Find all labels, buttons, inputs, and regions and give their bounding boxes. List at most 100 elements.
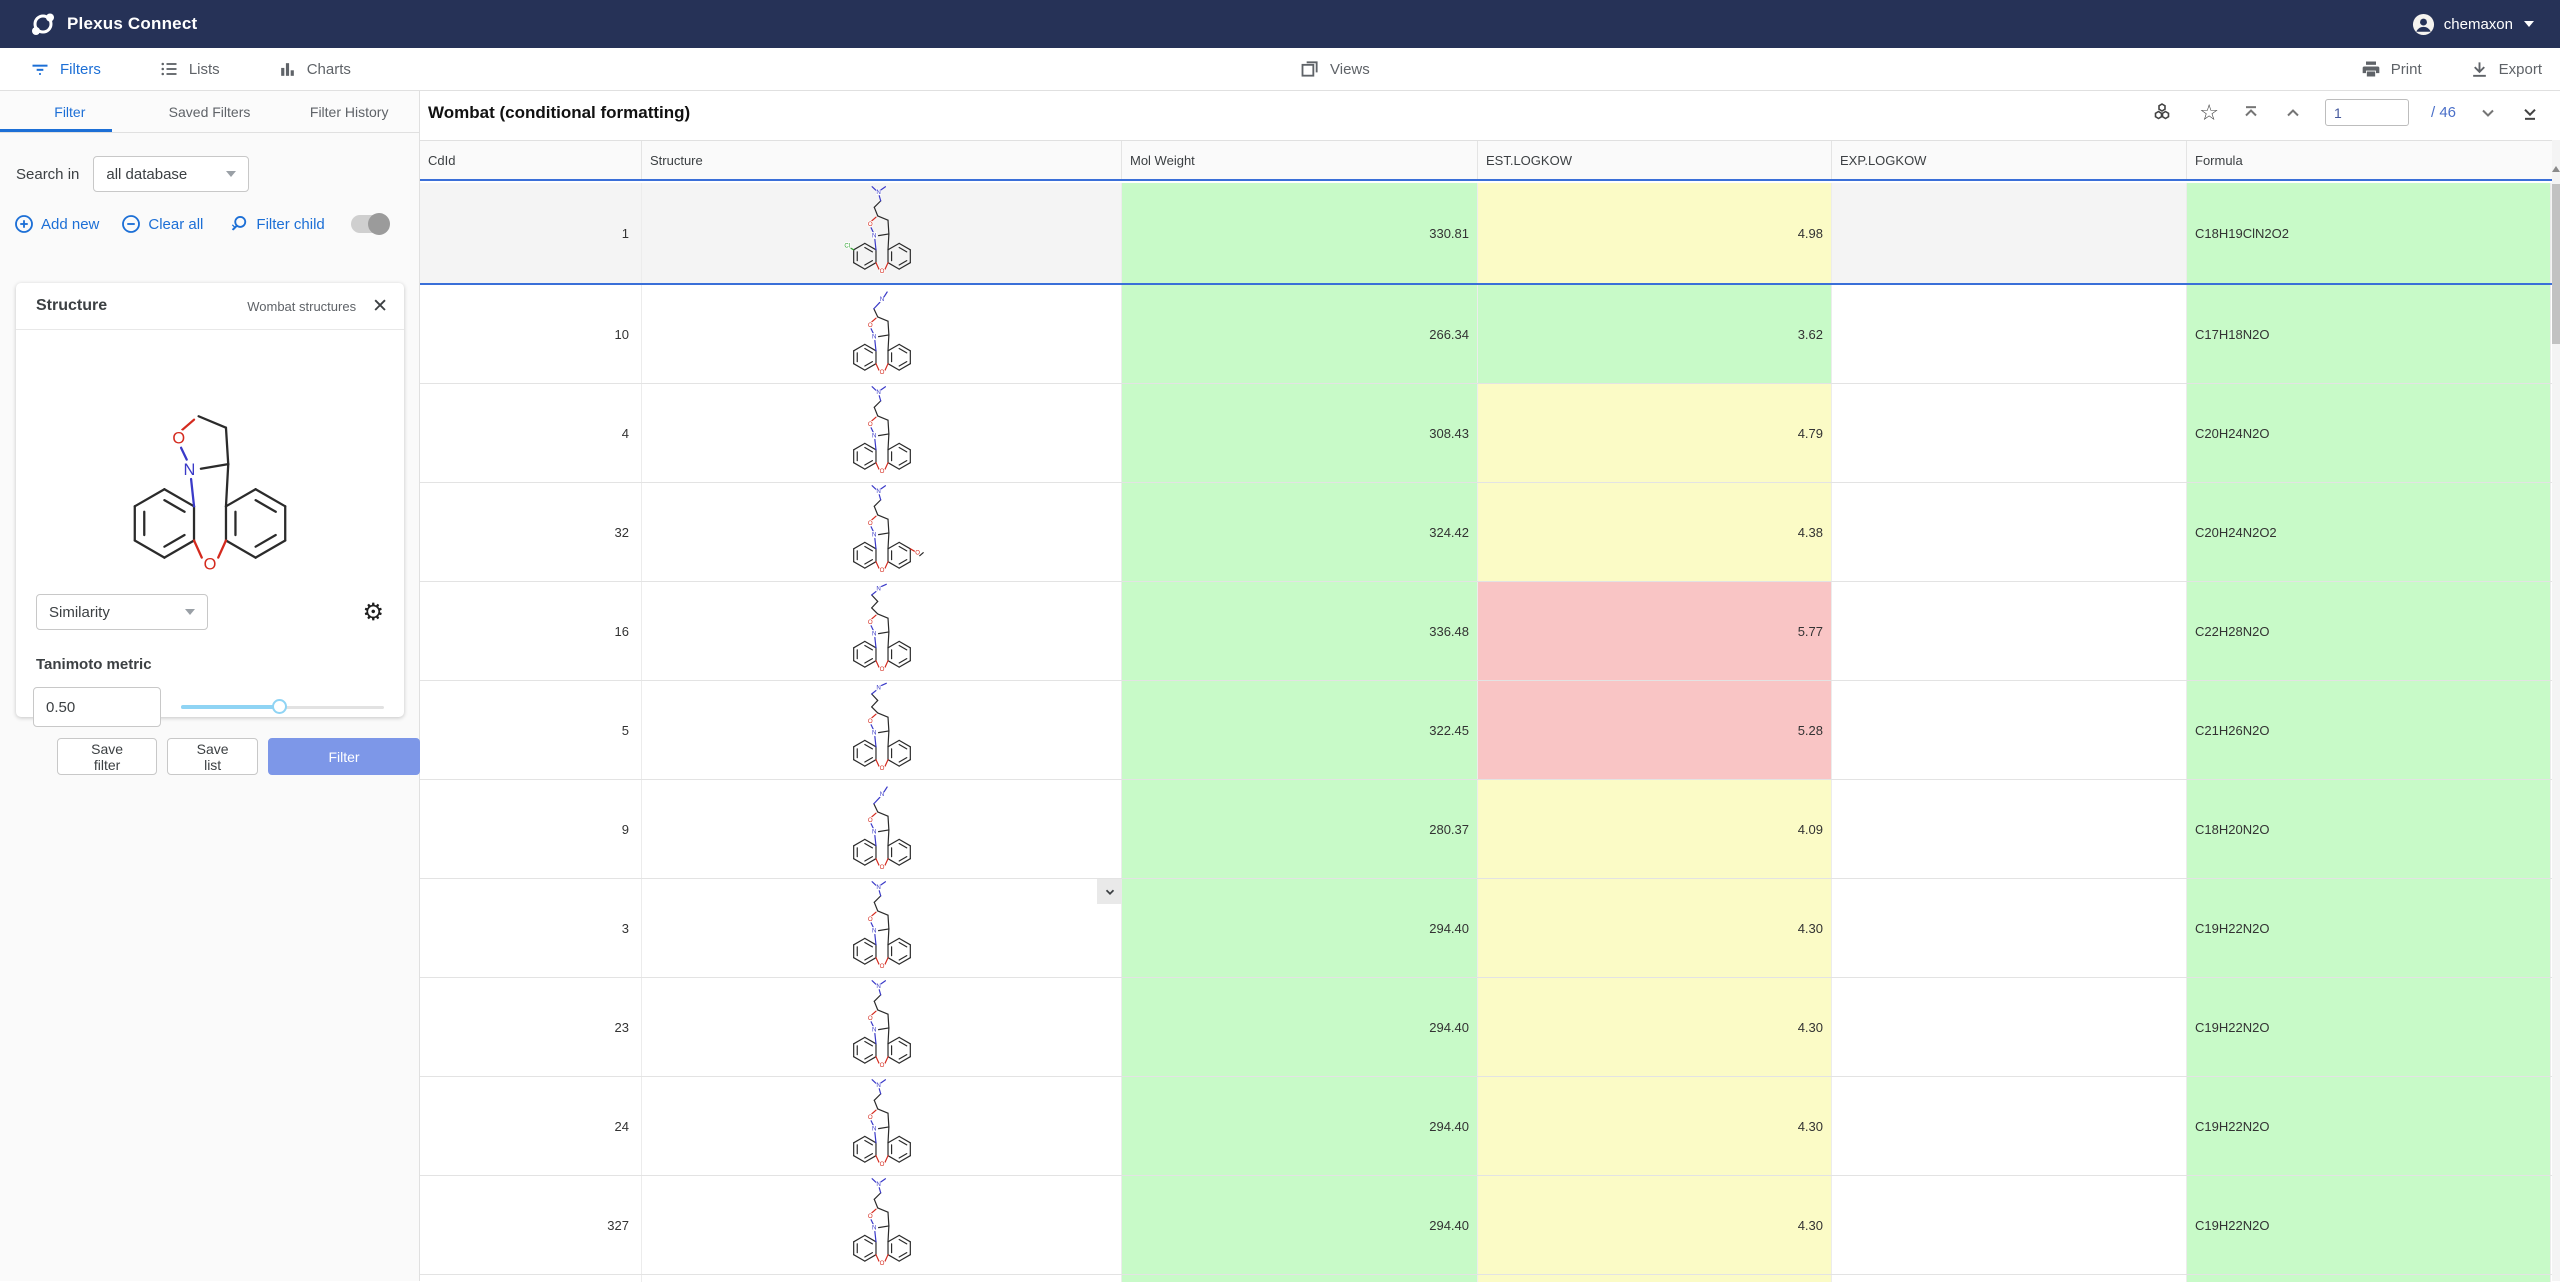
filter-button[interactable]: Filter bbox=[268, 738, 420, 775]
cell-exp-logkow bbox=[1832, 1176, 2187, 1274]
select-caret-icon bbox=[185, 609, 195, 615]
svg-text:O: O bbox=[867, 1113, 872, 1120]
cell-mol-weight: 294.40 bbox=[1122, 1077, 1478, 1175]
lists-button[interactable]: Lists bbox=[159, 59, 220, 79]
svg-text:N: N bbox=[879, 791, 883, 798]
cell-mol-weight bbox=[1122, 1275, 1478, 1282]
table-row[interactable]: 327 N O N O 294.40 4.30 C19H22N2O bbox=[420, 1176, 2552, 1275]
table-row[interactable]: 3 N O N O 294.40 4.30 C19H22N2O bbox=[420, 879, 2552, 978]
cell-exp-logkow bbox=[1832, 483, 2187, 581]
table-row[interactable]: 16 N O N O 336.48 5.77 C22H28N2O bbox=[420, 582, 2552, 681]
export-button[interactable]: Export bbox=[2470, 60, 2542, 79]
views-button[interactable]: Views bbox=[1300, 59, 1370, 79]
save-filter-button[interactable]: Save filter bbox=[57, 738, 158, 775]
table-row[interactable]: 5 N O N O 322.45 5.28 C21H26N2O bbox=[420, 681, 2552, 780]
table-row[interactable]: 10 N O N O 266.34 3.62 C17H18N2O bbox=[420, 285, 2552, 384]
print-icon bbox=[2361, 59, 2381, 79]
svg-text:N: N bbox=[872, 432, 876, 439]
filter-child-toggle[interactable] bbox=[350, 213, 390, 235]
add-new-button[interactable]: Add new bbox=[14, 214, 99, 234]
svg-text:O: O bbox=[867, 519, 872, 526]
metric-slider[interactable] bbox=[181, 699, 384, 715]
next-row-icon[interactable] bbox=[2478, 103, 2498, 123]
column-header-est-logkow[interactable]: EST.LOGKOW bbox=[1478, 141, 1832, 179]
svg-text:N: N bbox=[876, 684, 880, 691]
scroll-to-top-icon[interactable] bbox=[2241, 103, 2261, 123]
favorite-star-icon[interactable]: ☆ bbox=[2199, 99, 2219, 125]
tab-filter-history[interactable]: Filter History bbox=[309, 103, 389, 120]
select-caret-icon bbox=[226, 171, 237, 177]
cell-mol-weight: 294.40 bbox=[1122, 1176, 1478, 1274]
svg-text:O: O bbox=[879, 468, 884, 475]
svg-text:N: N bbox=[876, 1181, 880, 1188]
tab-filter[interactable]: Filter bbox=[0, 91, 140, 132]
search-method-select[interactable]: Similarity bbox=[36, 594, 208, 630]
gear-icon[interactable]: ⚙ bbox=[362, 598, 384, 626]
structures-display-icon[interactable] bbox=[2153, 101, 2177, 125]
save-list-button[interactable]: Save list bbox=[167, 738, 259, 775]
filter-sidebar: Filter Saved Filters Filter History Sear… bbox=[0, 91, 420, 1281]
print-button[interactable]: Print bbox=[2361, 59, 2422, 79]
svg-text:N: N bbox=[872, 232, 876, 239]
column-header-structure[interactable]: Structure bbox=[642, 141, 1122, 179]
search-in-select[interactable]: all database bbox=[93, 156, 250, 192]
table-row[interactable]: 32 N O O N O 324.42 4.38 C20H24N2O2 bbox=[420, 483, 2552, 582]
svg-text:O: O bbox=[867, 915, 872, 922]
column-header-mol-weight[interactable]: Mol Weight bbox=[1122, 141, 1478, 179]
vertical-scrollbar[interactable] bbox=[2552, 140, 2560, 1281]
tab-saved-filters[interactable]: Saved Filters bbox=[168, 103, 251, 120]
table-row[interactable] bbox=[420, 1275, 2552, 1282]
cell-formula: C19H22N2O bbox=[2187, 1176, 2551, 1274]
clear-all-button[interactable]: Clear all bbox=[121, 214, 203, 234]
close-icon[interactable]: ✕ bbox=[372, 295, 388, 317]
svg-text:O: O bbox=[867, 1014, 872, 1021]
cell-formula: C20H24N2O2 bbox=[2187, 483, 2551, 581]
slider-handle[interactable] bbox=[272, 699, 288, 714]
svg-text:O: O bbox=[879, 567, 884, 574]
table-row[interactable]: 23 N O N O 294.40 4.30 C19H22N2O bbox=[420, 978, 2552, 1077]
svg-text:O: O bbox=[867, 816, 872, 823]
metric-value-input[interactable] bbox=[33, 687, 161, 727]
table-row[interactable]: 4 N O N O 308.43 4.79 C20H24N2O bbox=[420, 384, 2552, 483]
cell-exp-logkow bbox=[1832, 1275, 2187, 1282]
brand: Plexus Connect bbox=[30, 11, 197, 37]
column-header-formula[interactable]: Formula bbox=[2195, 152, 2243, 168]
cell-mol-weight: 266.34 bbox=[1122, 285, 1478, 383]
scrollbar-thumb[interactable] bbox=[2552, 184, 2560, 344]
charts-button[interactable]: Charts bbox=[278, 60, 351, 79]
cell-cdid: 327 bbox=[420, 1176, 642, 1274]
table-row[interactable]: 1 N Cl O N O 330.81 4.98 C18H19ClN2O2 bbox=[420, 183, 2552, 285]
views-icon bbox=[1300, 59, 1320, 79]
svg-text:N: N bbox=[872, 1224, 876, 1231]
table-row[interactable]: 24 N O N O 294.40 4.30 C19H22N2O bbox=[420, 1077, 2552, 1176]
column-header-exp-logkow[interactable]: EXP.LOGKOW bbox=[1832, 141, 2187, 179]
cell-cdid: 3 bbox=[420, 879, 642, 977]
filter-child-button[interactable]: Filter child bbox=[229, 214, 325, 234]
svg-text:O: O bbox=[879, 864, 884, 871]
structure-cell-menu-button[interactable] bbox=[1097, 879, 1122, 904]
list-icon bbox=[159, 59, 179, 79]
cell-exp-logkow bbox=[1832, 681, 2187, 779]
cell-cdid bbox=[420, 1275, 642, 1282]
search-in-label: Search in bbox=[16, 165, 80, 183]
scrollbar-up-arrow[interactable] bbox=[2552, 166, 2560, 172]
filters-button[interactable]: Filters bbox=[30, 59, 101, 79]
cell-formula: C18H20N2O bbox=[2187, 780, 2551, 878]
cell-exp-logkow bbox=[1832, 582, 2187, 680]
scroll-to-bottom-icon[interactable] bbox=[2520, 103, 2540, 123]
cell-mol-weight: 330.81 bbox=[1122, 183, 1478, 283]
previous-row-icon[interactable] bbox=[2283, 103, 2303, 123]
table-row[interactable]: 9 N O N O 280.37 4.09 C18H20N2O bbox=[420, 780, 2552, 879]
view-toolbar: Filters Lists Charts Views bbox=[0, 48, 2560, 91]
column-header-cdid[interactable]: CdId bbox=[420, 141, 642, 179]
cell-exp-logkow bbox=[1832, 780, 2187, 878]
user-menu[interactable]: chemaxon bbox=[2412, 13, 2534, 36]
page-number-input[interactable] bbox=[2324, 99, 2409, 126]
cell-mol-weight: 294.40 bbox=[1122, 978, 1478, 1076]
